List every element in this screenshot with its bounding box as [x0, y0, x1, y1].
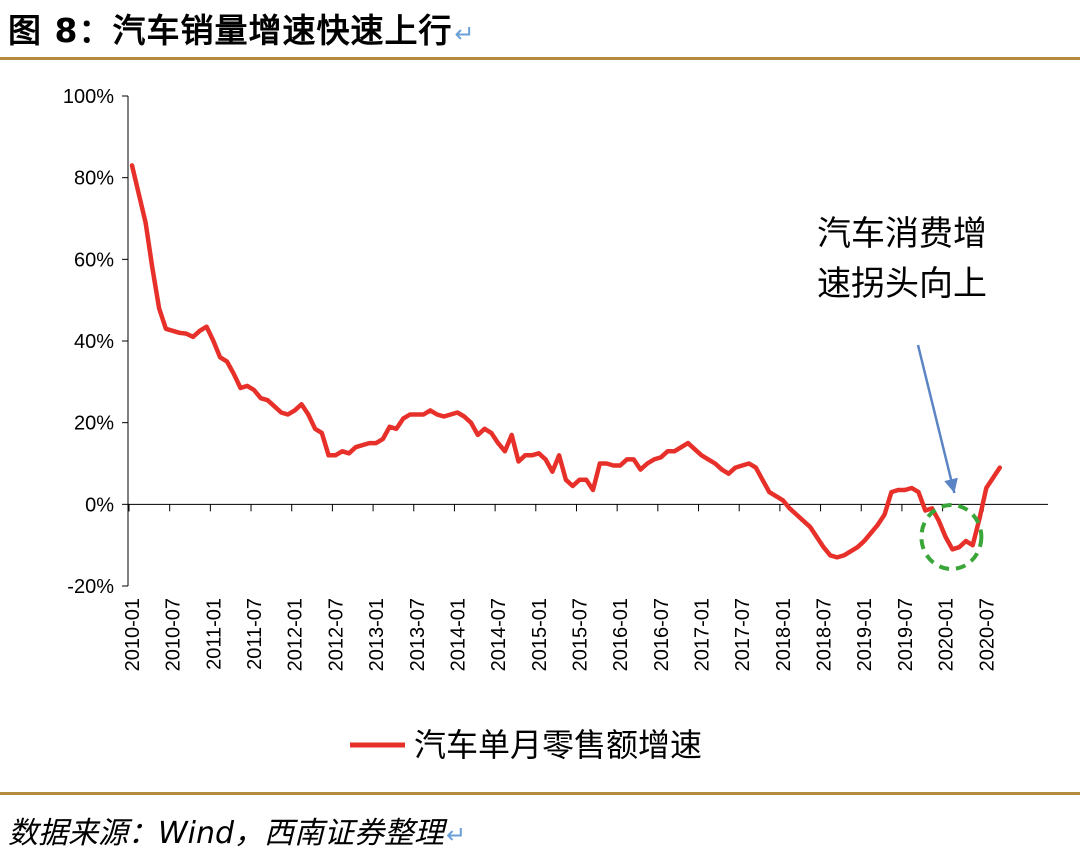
legend-label: 汽车单月零售额增速 [414, 726, 702, 764]
y-tick-label: 0% [85, 494, 114, 516]
x-tick-label: 2014-07 [488, 598, 510, 671]
x-tick-label: 2015-07 [569, 598, 591, 671]
x-tick-label: 2019-01 [854, 598, 876, 671]
line-chart: -20% 0% 20% 40% 60% 80% 100% 2010-01 2010-07 2011… [63, 86, 1048, 764]
x-tick-label: 2010-01 [122, 598, 144, 671]
y-tick-label: 100% [63, 86, 114, 108]
x-tick-label: 2011-01 [203, 598, 225, 670]
x-tick-label: 2010-07 [163, 598, 185, 671]
title-rule [0, 57, 1080, 60]
x-tick-label: 2012-07 [325, 598, 347, 671]
figure-title: 图 8：汽车销量增速快速上行↵ [8, 4, 476, 52]
source-rule [0, 792, 1080, 795]
x-tick-label: 2017-07 [732, 598, 754, 671]
return-mark-icon: ↵ [454, 20, 476, 48]
figure-title-text: 图 8：汽车销量增速快速上行 [8, 11, 453, 50]
x-tick-label: 2018-07 [814, 598, 836, 671]
x-tick-label: 2011-07 [244, 598, 266, 670]
x-tick-label: 2016-01 [610, 598, 632, 671]
x-tick-label: 2013-01 [366, 598, 388, 671]
x-tick-label: 2012-01 [285, 598, 307, 671]
x-tick-label: 2014-01 [447, 598, 469, 671]
source-note: 数据来源：Wind，西南证券整理↵ [8, 808, 466, 852]
x-tick-label: 2015-01 [529, 598, 551, 671]
y-tick-label: 20% [74, 413, 114, 435]
y-tick-label: 40% [74, 331, 114, 353]
y-tick-label: 60% [74, 249, 114, 271]
series-line [129, 163, 1003, 560]
figure-title-bar: 图 8：汽车销量增速快速上行↵ [0, 0, 1080, 58]
x-tick-label: 2018-01 [773, 598, 795, 671]
y-tick-label: 80% [74, 168, 114, 190]
annotation-text: 速拐头向上 [817, 264, 987, 304]
return-mark-icon: ↵ [446, 821, 467, 849]
x-tick-label: 2020-01 [936, 598, 958, 671]
x-tick-label: 2019-07 [895, 598, 917, 671]
x-tick-label: 2013-07 [407, 598, 429, 671]
x-tick-label: 2017-01 [692, 598, 714, 671]
y-tick-label: -20% [67, 576, 114, 598]
x-tick-label: 2020-07 [976, 598, 998, 671]
x-tick-label: 2016-07 [651, 598, 673, 671]
highlight-circle [919, 503, 984, 571]
annotation-text: 汽车消费增 [817, 214, 987, 254]
source-text: 数据来源：Wind，西南证券整理 [8, 816, 445, 851]
annotation-arrow [916, 344, 956, 494]
annotation-arrowhead [944, 477, 958, 493]
